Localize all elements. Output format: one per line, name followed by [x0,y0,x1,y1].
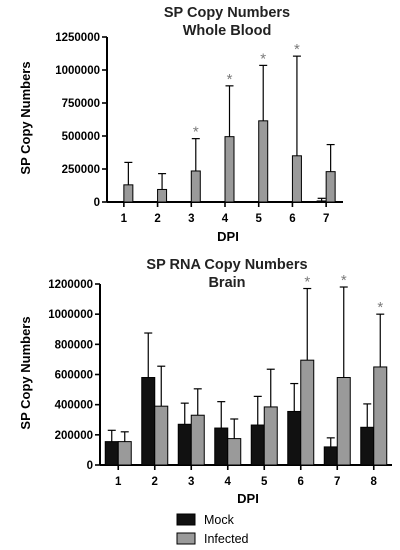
y-tick-label: 1200000 [48,279,93,291]
bar-mock [287,410,302,466]
legend-label-mock: Mock [204,513,235,527]
y-tick-label: 250000 [62,164,100,176]
y-tick-label: 1000000 [55,65,100,77]
y-axis-title: SP Copy Numbers [18,316,33,429]
x-tick-label: 1 [121,213,128,225]
significance-star: * [304,274,310,291]
bar-infected [325,171,336,203]
bar-mock [360,426,375,466]
bar-mock [141,377,156,466]
chart-title: SP Copy Numbers [164,5,290,21]
bar-infected [157,188,168,203]
chart-subtitle: Whole Blood [183,23,272,39]
bar-infected [227,438,242,466]
legend-swatch-mock [176,513,196,526]
significance-star: * [294,41,300,58]
y-tick-label: 1000000 [48,309,93,321]
y-tick-label: 0 [94,197,100,209]
y-tick-label: 800000 [55,339,93,351]
chart-title: SP RNA Copy Numbers [146,257,307,273]
y-tick-label: 500000 [62,131,100,143]
chart-brain: SP RNA Copy Numbers Brain SP Copy Number… [18,257,392,506]
x-tick-label: 7 [323,213,329,225]
significance-star: * [377,299,383,316]
bar-mock [177,423,192,466]
x-tick-label: 3 [188,476,194,488]
bar-infected [154,405,169,466]
x-tick-label: 3 [188,213,194,225]
legend: Mock Infected [176,513,249,546]
x-tick-label: 8 [371,476,378,488]
bar-infected [117,441,132,466]
chart-marks: 0 200000 400000 600000 800000 1000000 1200000 1… [48,272,392,488]
x-tick-label: 5 [261,476,268,488]
y-axis-title: SP Copy Numbers [18,61,33,174]
x-axis-title: DPI [217,229,239,244]
bar-infected [190,414,205,466]
bar-mock [250,424,265,466]
bar-infected [123,184,134,203]
x-tick-label: 6 [298,476,304,488]
significance-star: * [227,71,233,88]
significance-star: * [193,124,199,141]
x-tick-label: 1 [115,476,122,488]
x-tick-label: 5 [256,213,263,225]
significance-star: * [260,50,266,67]
bar-infected [336,377,351,466]
y-tick-label: 400000 [55,400,93,412]
y-tick-label: 200000 [55,430,93,442]
x-tick-label: 4 [225,476,232,488]
legend-swatch-infected [176,532,196,545]
bar-infected [263,406,278,466]
x-tick-label: 2 [154,213,160,225]
x-tick-label: 6 [289,213,295,225]
bar-infected [258,120,269,203]
bar-infected [224,136,235,203]
legend-label-infected: Infected [204,532,249,546]
x-axis-title: DPI [237,491,259,506]
bar-infected [190,170,201,203]
x-tick-label: 7 [334,476,340,488]
bar-mock [104,441,119,466]
chart-whole-blood: SP Copy Numbers Whole Blood SP Copy Numb… [18,5,343,244]
chart-subtitle: Brain [208,275,245,291]
y-tick-label: 0 [87,460,93,472]
bar-infected [300,359,315,466]
chart-marks: 0 250000 500000 750000 1000000 1250000 1 2 3 * 4 * 5… [55,32,343,225]
bar-mock [316,200,327,203]
y-tick-label: 750000 [62,98,100,110]
bar-mock [214,427,229,466]
x-tick-label: 2 [152,476,158,488]
y-tick-label: 1250000 [55,32,100,44]
bar-infected [373,366,388,466]
significance-star: * [341,272,347,289]
y-tick-label: 600000 [55,370,93,382]
bar-mock [323,446,338,466]
bar-infected [291,155,302,203]
x-tick-label: 4 [222,213,229,225]
